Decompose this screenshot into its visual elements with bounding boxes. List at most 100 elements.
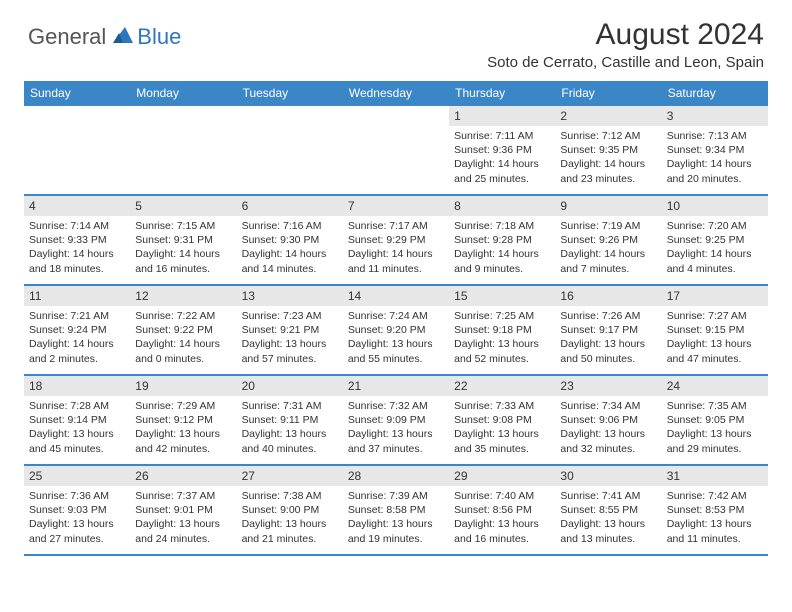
day-cell: 17Sunrise: 7:27 AMSunset: 9:15 PMDayligh…: [662, 286, 768, 374]
daylight-line-2: and 14 minutes.: [242, 262, 338, 276]
sunrise-line: Sunrise: 7:27 AM: [667, 309, 763, 323]
sunrise-line: Sunrise: 7:39 AM: [348, 489, 444, 503]
sunset-line: Sunset: 9:20 PM: [348, 323, 444, 337]
day-cell: 21Sunrise: 7:32 AMSunset: 9:09 PMDayligh…: [343, 376, 449, 464]
sunset-line: Sunset: 9:31 PM: [135, 233, 231, 247]
daylight-line-2: and 16 minutes.: [135, 262, 231, 276]
day-cell: 11Sunrise: 7:21 AMSunset: 9:24 PMDayligh…: [24, 286, 130, 374]
sunrise-line: Sunrise: 7:37 AM: [135, 489, 231, 503]
day-cell: 24Sunrise: 7:35 AMSunset: 9:05 PMDayligh…: [662, 376, 768, 464]
daylight-line-2: and 57 minutes.: [242, 352, 338, 366]
title-block: August 2024 Soto de Cerrato, Castille an…: [487, 18, 764, 71]
daylight-line-1: Daylight: 13 hours: [560, 517, 656, 531]
daylight-line-1: Daylight: 13 hours: [348, 517, 444, 531]
day-cell: [237, 106, 343, 194]
calendar-weeks: 1Sunrise: 7:11 AMSunset: 9:36 PMDaylight…: [24, 106, 768, 556]
daylight-line-1: Daylight: 13 hours: [667, 337, 763, 351]
daylight-line-2: and 4 minutes.: [667, 262, 763, 276]
day-number: 19: [130, 376, 236, 396]
day-number: 16: [555, 286, 661, 306]
day-cell: 23Sunrise: 7:34 AMSunset: 9:06 PMDayligh…: [555, 376, 661, 464]
daylight-line-1: Daylight: 14 hours: [667, 157, 763, 171]
sunrise-line: Sunrise: 7:15 AM: [135, 219, 231, 233]
daylight-line-2: and 18 minutes.: [29, 262, 125, 276]
sunset-line: Sunset: 9:00 PM: [242, 503, 338, 517]
sunrise-line: Sunrise: 7:25 AM: [454, 309, 550, 323]
day-number: 10: [662, 196, 768, 216]
day-cell: 12Sunrise: 7:22 AMSunset: 9:22 PMDayligh…: [130, 286, 236, 374]
daylight-line-1: Daylight: 14 hours: [135, 337, 231, 351]
daylight-line-2: and 11 minutes.: [667, 532, 763, 546]
daylight-line-2: and 27 minutes.: [29, 532, 125, 546]
sunrise-line: Sunrise: 7:34 AM: [560, 399, 656, 413]
daylight-line-2: and 11 minutes.: [348, 262, 444, 276]
day-number: 9: [555, 196, 661, 216]
sunset-line: Sunset: 9:35 PM: [560, 143, 656, 157]
week-row: 4Sunrise: 7:14 AMSunset: 9:33 PMDaylight…: [24, 196, 768, 286]
daylight-line-1: Daylight: 13 hours: [348, 337, 444, 351]
day-number: 25: [24, 466, 130, 486]
day-number: 6: [237, 196, 343, 216]
sunset-line: Sunset: 9:11 PM: [242, 413, 338, 427]
sunrise-line: Sunrise: 7:11 AM: [454, 129, 550, 143]
calendar: SundayMondayTuesdayWednesdayThursdayFrid…: [24, 81, 768, 556]
sunrise-line: Sunrise: 7:18 AM: [454, 219, 550, 233]
day-number: 26: [130, 466, 236, 486]
daylight-line-1: Daylight: 13 hours: [242, 337, 338, 351]
daylight-line-2: and 32 minutes.: [560, 442, 656, 456]
daylight-line-2: and 55 minutes.: [348, 352, 444, 366]
day-cell: 2 Sunrise: 7:12 AMSunset: 9:35 PMDaylight…: [555, 106, 661, 194]
daylight-line-2: and 19 minutes.: [348, 532, 444, 546]
day-number: 31: [662, 466, 768, 486]
day-number: 29: [449, 466, 555, 486]
day-number: 2: [555, 106, 661, 126]
sunrise-line: Sunrise: 7:29 AM: [135, 399, 231, 413]
daylight-line-2: and 21 minutes.: [242, 532, 338, 546]
daylight-line-1: Daylight: 14 hours: [29, 247, 125, 261]
week-row: 18Sunrise: 7:28 AMSunset: 9:14 PMDayligh…: [24, 376, 768, 466]
sunrise-line: Sunrise: 7:17 AM: [348, 219, 444, 233]
daylight-line-2: and 7 minutes.: [560, 262, 656, 276]
daylight-line-2: and 37 minutes.: [348, 442, 444, 456]
daylight-line-2: and 16 minutes.: [454, 532, 550, 546]
day-cell: 7Sunrise: 7:17 AMSunset: 9:29 PMDaylight…: [343, 196, 449, 284]
month-title: August 2024: [487, 18, 764, 52]
day-number: 27: [237, 466, 343, 486]
sunset-line: Sunset: 9:15 PM: [667, 323, 763, 337]
day-cell: 29Sunrise: 7:40 AMSunset: 8:56 PMDayligh…: [449, 466, 555, 554]
daylight-line-1: Daylight: 13 hours: [667, 517, 763, 531]
dow-cell: Monday: [130, 81, 236, 106]
daylight-line-2: and 24 minutes.: [135, 532, 231, 546]
sunset-line: Sunset: 9:03 PM: [29, 503, 125, 517]
day-cell: [130, 106, 236, 194]
day-number: 8: [449, 196, 555, 216]
sunrise-line: Sunrise: 7:32 AM: [348, 399, 444, 413]
sunset-line: Sunset: 9:34 PM: [667, 143, 763, 157]
dow-cell: Wednesday: [343, 81, 449, 106]
day-number: 21: [343, 376, 449, 396]
logo-sail-icon: [111, 25, 135, 50]
daylight-line-2: and 20 minutes.: [667, 172, 763, 186]
day-cell: 13Sunrise: 7:23 AMSunset: 9:21 PMDayligh…: [237, 286, 343, 374]
dow-cell: Thursday: [449, 81, 555, 106]
day-cell: 9Sunrise: 7:19 AMSunset: 9:26 PMDaylight…: [555, 196, 661, 284]
sunset-line: Sunset: 9:06 PM: [560, 413, 656, 427]
sunset-line: Sunset: 9:26 PM: [560, 233, 656, 247]
day-number: 30: [555, 466, 661, 486]
day-number: 13: [237, 286, 343, 306]
sunrise-line: Sunrise: 7:12 AM: [560, 129, 656, 143]
sunset-line: Sunset: 9:25 PM: [667, 233, 763, 247]
sunrise-line: Sunrise: 7:40 AM: [454, 489, 550, 503]
daylight-line-2: and 29 minutes.: [667, 442, 763, 456]
daylight-line-2: and 50 minutes.: [560, 352, 656, 366]
week-row: 11Sunrise: 7:21 AMSunset: 9:24 PMDayligh…: [24, 286, 768, 376]
day-cell: 19Sunrise: 7:29 AMSunset: 9:12 PMDayligh…: [130, 376, 236, 464]
day-number: 20: [237, 376, 343, 396]
sunset-line: Sunset: 9:36 PM: [454, 143, 550, 157]
daylight-line-1: Daylight: 13 hours: [454, 517, 550, 531]
day-cell: 15Sunrise: 7:25 AMSunset: 9:18 PMDayligh…: [449, 286, 555, 374]
daylight-line-1: Daylight: 14 hours: [560, 157, 656, 171]
daylight-line-2: and 25 minutes.: [454, 172, 550, 186]
daylight-line-1: Daylight: 13 hours: [560, 427, 656, 441]
daylight-line-1: Daylight: 14 hours: [454, 157, 550, 171]
